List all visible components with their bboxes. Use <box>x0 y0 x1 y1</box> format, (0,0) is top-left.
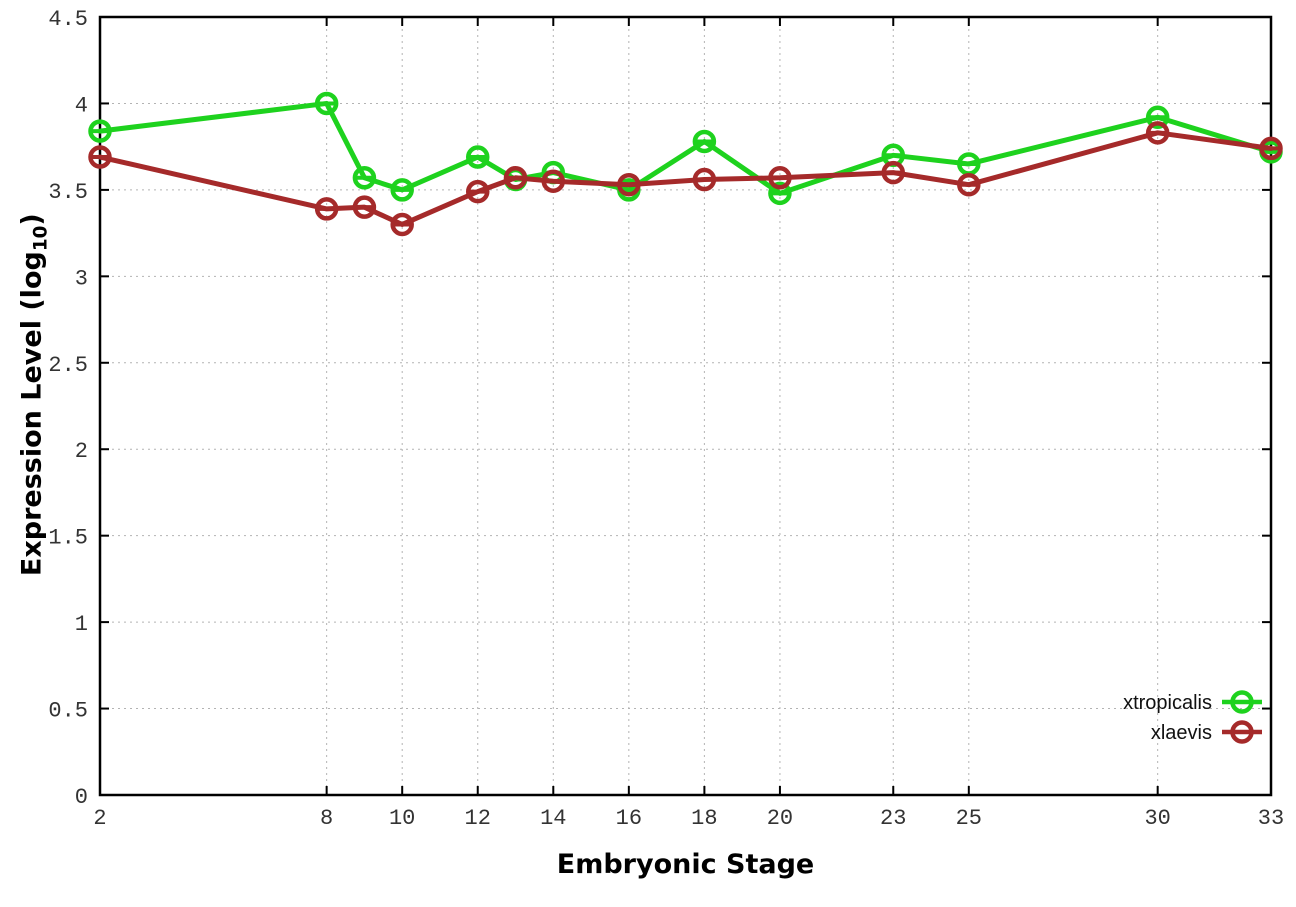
data-point-xlaevis <box>881 160 906 185</box>
x-tick-label: 20 <box>767 806 793 831</box>
data-point-xlaevis <box>465 179 490 204</box>
y-axis-title: Expression Level (log10) <box>16 177 51 613</box>
y-tick-label: 1 <box>75 612 88 637</box>
x-axis-title: Embryonic Stage <box>556 849 815 880</box>
y-tick-label: 3 <box>75 266 88 291</box>
legend-sample-marker-xtropicalis <box>1230 690 1254 714</box>
legend: xtropicalis xlaevis <box>1123 690 1262 744</box>
x-tick-label: 23 <box>880 806 906 831</box>
x-tick-label: 2 <box>93 806 106 831</box>
data-point-xlaevis <box>314 197 339 221</box>
data-point-xtropicalis <box>768 181 792 206</box>
legend-sample-marker-xlaevis <box>1230 720 1254 744</box>
data-point-xtropicalis <box>352 166 377 190</box>
x-tick-label: 33 <box>1258 806 1284 831</box>
data-point-xtropicalis <box>88 119 112 143</box>
data-point-xlaevis <box>768 166 792 190</box>
data-point-xlaevis <box>541 169 566 193</box>
x-tick-label: 16 <box>616 806 642 831</box>
y-axis-title-text: Expression Level (log <box>16 251 48 577</box>
x-tick-label: 18 <box>691 806 717 831</box>
x-tick-label: 8 <box>320 806 333 831</box>
data-point-xtropicalis <box>1145 105 1170 130</box>
y-axis-title-subscript: 10 <box>30 225 52 252</box>
x-tick-label: 10 <box>389 806 415 831</box>
x-tick-label: 25 <box>956 806 982 831</box>
series-line-xlaevis <box>97 130 1274 227</box>
legend-label-xtropicalis: xtropicalis <box>1123 692 1212 714</box>
data-point-xlaevis <box>390 212 414 237</box>
x-tick-label: 14 <box>540 806 566 831</box>
y-tick-label: 4.5 <box>48 7 88 32</box>
data-point-xtropicalis <box>314 91 339 116</box>
x-tick-label: 30 <box>1144 806 1170 831</box>
series-xlaevis <box>88 121 1283 237</box>
x-tick-label: 12 <box>465 806 491 831</box>
y-tick-label: 0 <box>75 785 88 810</box>
data-point-xtropicalis <box>692 129 717 154</box>
data-point-xlaevis <box>692 167 717 192</box>
data-point-xlaevis <box>617 172 641 197</box>
y-tick-label: 4 <box>75 93 88 118</box>
y-tick-label: 1.5 <box>48 526 88 551</box>
data-point-xlaevis <box>1145 121 1170 145</box>
data-point-xlaevis <box>1259 136 1283 161</box>
legend-label-xlaevis: xlaevis <box>1151 722 1212 744</box>
data-point-xlaevis <box>957 172 981 197</box>
data-point-xtropicalis <box>390 178 414 202</box>
data-point-xlaevis <box>88 145 112 169</box>
data-point-xlaevis <box>352 195 377 219</box>
plot-border <box>98 15 1273 797</box>
data-point-xlaevis <box>503 166 528 190</box>
data-point-xtropicalis <box>465 145 490 169</box>
y-tick-label: 2.5 <box>48 353 88 378</box>
y-tick-label: 2 <box>75 439 88 464</box>
y-axis-title-close: ) <box>16 213 48 226</box>
y-tick-label: 0.5 <box>48 699 88 724</box>
y-tick-label: 3.5 <box>48 180 88 205</box>
